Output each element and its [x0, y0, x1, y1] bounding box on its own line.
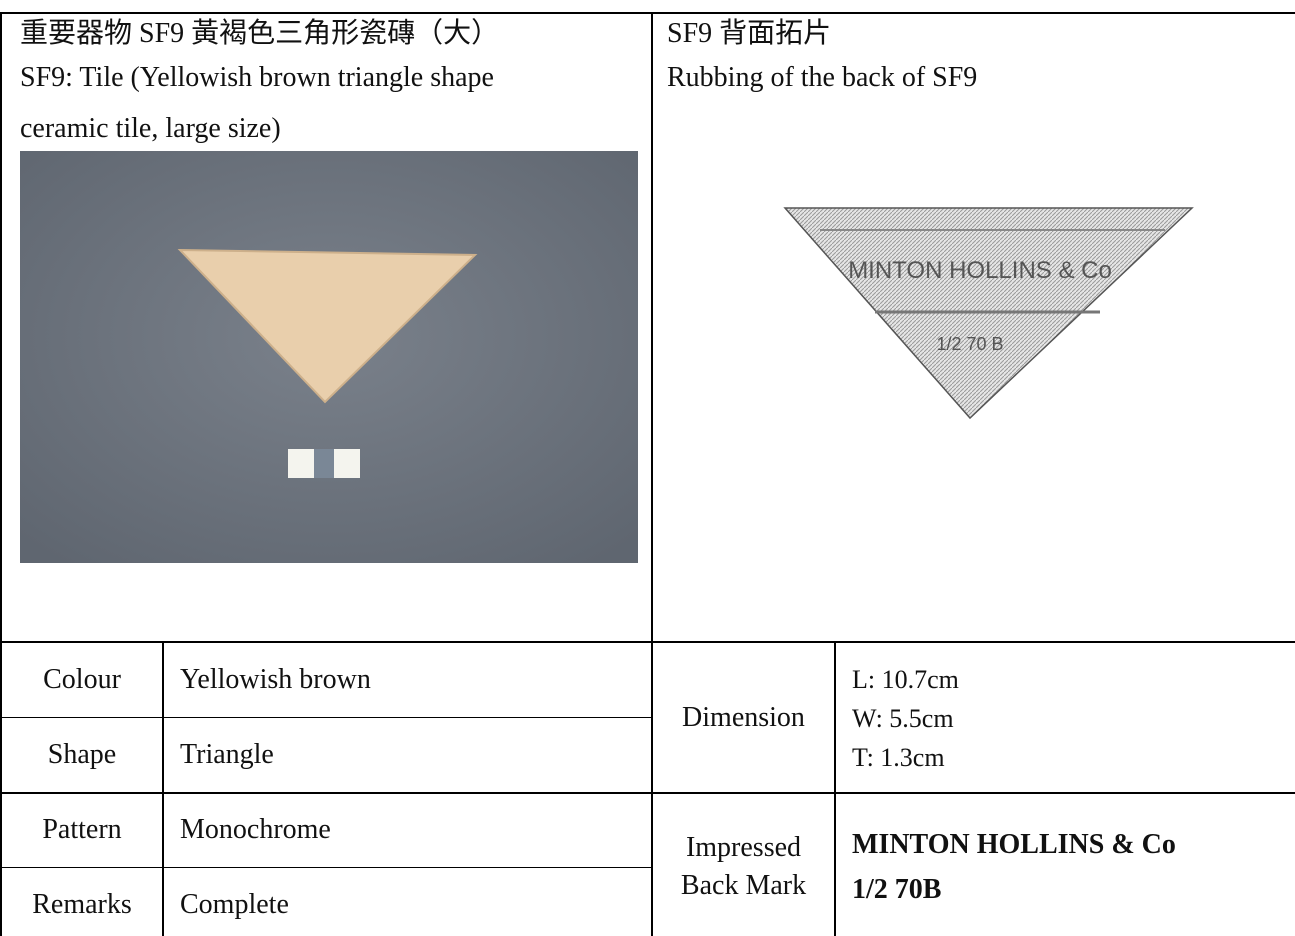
inscription: 1/2 70 B	[936, 334, 1003, 354]
border	[0, 641, 1295, 643]
photo	[20, 151, 638, 563]
label: Colour	[43, 664, 121, 695]
label: Back Mark	[680, 870, 807, 901]
border	[834, 642, 836, 936]
value: T: 1.3cm	[852, 743, 945, 772]
border	[0, 12, 1295, 14]
border	[0, 717, 652, 718]
value: Monochrome	[180, 814, 331, 845]
border	[0, 12, 2, 936]
border	[162, 642, 164, 936]
border	[0, 792, 1295, 794]
value: 1/2 70B	[852, 874, 942, 905]
value: Yellowish brown	[180, 664, 371, 695]
title-zh: 重要器物 SF9 黃褐色三角形瓷磚（大）	[20, 18, 500, 49]
label: Dimension	[682, 702, 805, 733]
value: L: 10.7cm	[852, 665, 959, 694]
title-en: SF9: Tile (Yellowish brown triangle shap…	[20, 62, 494, 93]
title-en: ceramic tile, large size)	[20, 113, 281, 144]
value: W: 5.5cm	[852, 704, 954, 733]
border	[651, 12, 653, 936]
title-en: Rubbing of the back of SF9	[667, 62, 978, 93]
label: Shape	[47, 739, 117, 770]
value: MINTON HOLLINS & Co	[852, 829, 1176, 860]
border	[0, 867, 652, 868]
rubbing: MINTON HOLLINS & Co 1/2 70 B	[783, 207, 1194, 420]
label: Impressed	[685, 832, 802, 863]
value: Complete	[180, 889, 289, 920]
inscription: MINTON HOLLINS & Co	[848, 257, 1112, 284]
value: Triangle	[180, 739, 274, 770]
label: Pattern	[42, 814, 122, 845]
label: Remarks	[32, 889, 132, 920]
title-zh: SF9 背面拓片	[667, 18, 832, 49]
